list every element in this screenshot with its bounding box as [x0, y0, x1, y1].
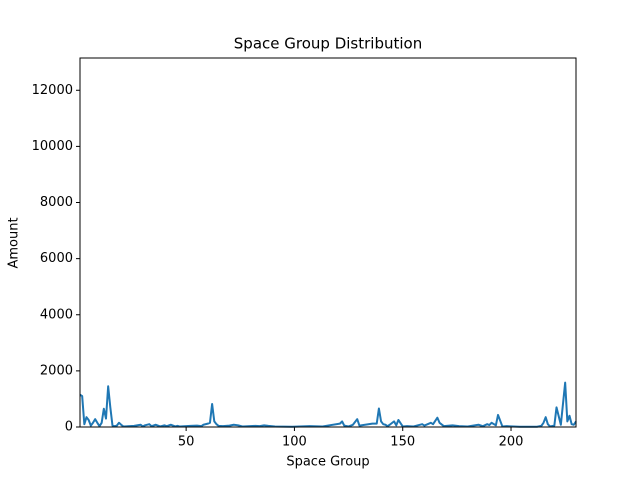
y-tick-label: 0 — [65, 420, 73, 435]
x-tick-label: 50 — [178, 435, 195, 450]
x-tick-label: 150 — [390, 435, 415, 450]
x-tick-label: 200 — [499, 435, 524, 450]
y-tick-label: 12000 — [32, 83, 73, 98]
x-tick-label: 100 — [282, 435, 307, 450]
y-tick-label: 4000 — [40, 307, 73, 322]
data-line — [79, 381, 577, 428]
y-axis-label: Amount — [7, 217, 22, 268]
axes-frame — [79, 57, 577, 428]
x-axis-label: Space Group — [286, 455, 369, 470]
y-tick-label: 8000 — [40, 195, 73, 210]
y-tick-label: 6000 — [40, 251, 73, 266]
y-tick-label: 2000 — [40, 363, 73, 378]
y-tick-label: 10000 — [32, 139, 73, 154]
chart-title: Space Group Distribution — [234, 35, 422, 53]
